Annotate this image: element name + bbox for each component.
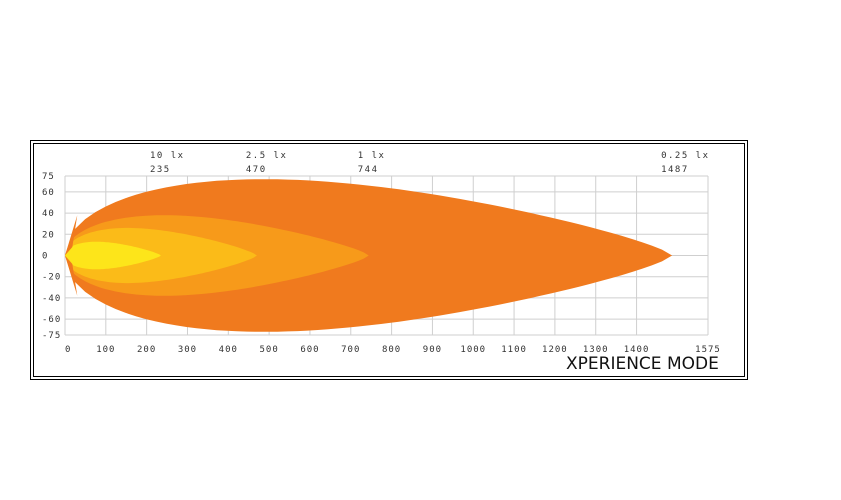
isolux-lux-label: 2.5 lx bbox=[246, 151, 288, 161]
y-tick-label: -60 bbox=[42, 315, 61, 325]
chart-outer-frame bbox=[30, 140, 748, 380]
x-tick-label: 1400 bbox=[624, 345, 650, 355]
isolux-distance-label: 470 bbox=[246, 165, 267, 175]
x-tick-label: 700 bbox=[341, 345, 360, 355]
x-tick-label: 100 bbox=[96, 345, 115, 355]
y-tick-label: 75 bbox=[42, 172, 55, 182]
y-tick-labels: 75 60 40 20 0 -20 -40 -60 -75 bbox=[42, 172, 61, 341]
x-tick-label: 1100 bbox=[501, 345, 527, 355]
x-tick-label: 200 bbox=[137, 345, 156, 355]
y-tick-label: 20 bbox=[42, 230, 55, 240]
x-tick-label: 1200 bbox=[542, 345, 568, 355]
near-spike-lower bbox=[65, 255, 78, 296]
x-tick-label: 0 bbox=[65, 345, 71, 355]
y-tick-label: -75 bbox=[42, 331, 61, 341]
chart-inner-frame bbox=[33, 143, 745, 377]
isolux-lux-label: 10 lx bbox=[150, 151, 185, 161]
near-spike-upper bbox=[65, 215, 78, 256]
x-tick-label: 900 bbox=[423, 345, 442, 355]
x-tick-label: 500 bbox=[259, 345, 278, 355]
x-tick-label: 1000 bbox=[460, 345, 486, 355]
isolux-distance-label: 1487 bbox=[661, 165, 689, 175]
y-tick-label: -20 bbox=[42, 273, 61, 283]
x-tick-label: 400 bbox=[219, 345, 238, 355]
isolux-lux-label: 1 lx bbox=[358, 151, 386, 161]
x-tick-label: 1575 bbox=[695, 345, 721, 355]
x-tick-label: 600 bbox=[300, 345, 319, 355]
mode-caption: XPERIENCE MODE bbox=[566, 354, 719, 374]
isolux-contours bbox=[65, 179, 673, 332]
contour-2.5-lx bbox=[65, 227, 257, 284]
y-tick-label: 60 bbox=[42, 188, 55, 198]
isolux-lux-label: 0.25 lx bbox=[661, 151, 709, 161]
y-tick-label: 40 bbox=[42, 209, 55, 219]
isolux-distance-label: 744 bbox=[358, 165, 379, 175]
y-tick-label: -40 bbox=[42, 294, 61, 304]
y-tick-label: 0 bbox=[42, 252, 48, 262]
contour-10-lx bbox=[65, 241, 161, 270]
isolux-distance-label: 235 bbox=[150, 165, 171, 175]
x-tick-label: 1300 bbox=[583, 345, 609, 355]
x-tick-labels: 0 100 200 300 400 500 600 700 800 900 1000 1100 1200… bbox=[65, 345, 721, 355]
x-tick-label: 800 bbox=[382, 345, 401, 355]
x-tick-label: 300 bbox=[178, 345, 197, 355]
isolux-labels: 10 lx 235 2.5 lx 470 1 lx 744 0.25 lx 1487 bbox=[150, 151, 709, 175]
